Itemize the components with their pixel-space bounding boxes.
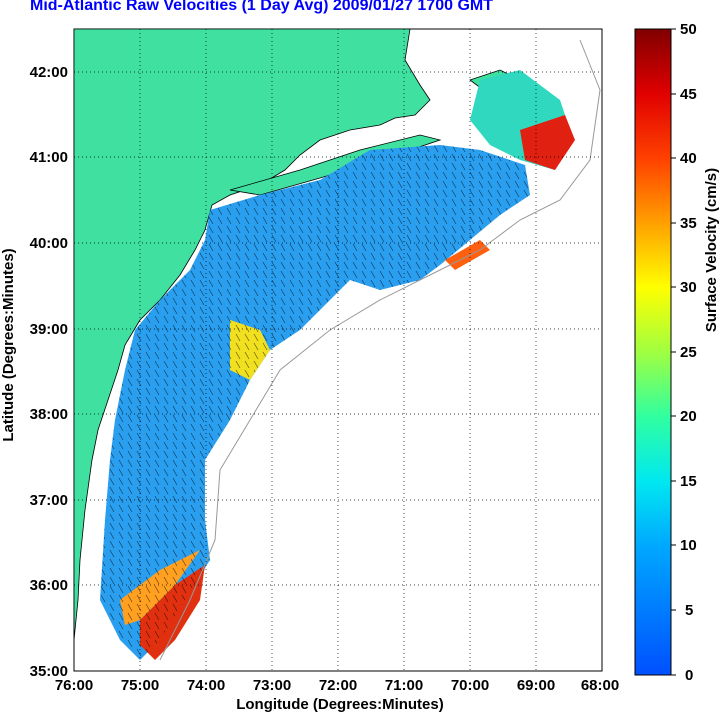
velocity-mid-east xyxy=(445,240,490,270)
colorbar-label: Surface Velocity (cm/s) xyxy=(703,168,720,332)
colorbar-tick: 15 xyxy=(680,473,697,490)
lon-tick: 74:00 xyxy=(187,677,225,694)
colorbar-tick: 5 xyxy=(685,602,693,619)
colorbar-tick: 40 xyxy=(680,150,697,167)
lon-tick: 69:00 xyxy=(517,677,555,694)
colorbar xyxy=(634,28,672,676)
colorbar-tick: 30 xyxy=(680,279,697,296)
colorbar-tick: 25 xyxy=(680,344,697,361)
colorbar-tick: 45 xyxy=(680,86,697,103)
lon-tick: 76:00 xyxy=(55,677,93,694)
map-title: Mid-Atlantic Raw Velocities (1 Day Avg) … xyxy=(30,0,493,14)
lat-tick: 42:00 xyxy=(30,64,68,81)
x-axis-label: Longitude (Degrees:Minutes) xyxy=(236,696,444,713)
colorbar-tick: 0 xyxy=(685,667,693,684)
contour-line xyxy=(159,39,601,661)
lat-tick: 38:00 xyxy=(30,406,68,423)
colorbar-tick: 50 xyxy=(680,21,697,38)
lat-tick: 39:00 xyxy=(30,321,68,338)
lat-tick: 35:00 xyxy=(30,663,68,680)
lon-tick: 73:00 xyxy=(253,677,291,694)
velocity-high-north xyxy=(520,115,575,170)
lon-tick: 70:00 xyxy=(451,677,489,694)
colorbar-ticks xyxy=(671,28,676,676)
lon-tick: 75:00 xyxy=(121,677,159,694)
lon-tick: 68:00 xyxy=(581,677,619,694)
lat-tick: 37:00 xyxy=(30,492,68,509)
lat-tick: 40:00 xyxy=(30,235,68,252)
colorbar-tick: 20 xyxy=(680,408,697,425)
map-grid xyxy=(74,29,602,671)
y-axis-label: Latitude (Degrees:Minutes) xyxy=(0,248,17,441)
lat-tick: 41:00 xyxy=(30,149,68,166)
lon-tick: 72:00 xyxy=(319,677,357,694)
lat-tick: 36:00 xyxy=(30,577,68,594)
land-mass xyxy=(74,29,431,641)
velocity-field-arrows xyxy=(100,145,530,660)
colorbar-tick: 35 xyxy=(680,215,697,232)
lon-tick: 71:00 xyxy=(385,677,423,694)
colorbar-tick: 10 xyxy=(680,537,697,554)
